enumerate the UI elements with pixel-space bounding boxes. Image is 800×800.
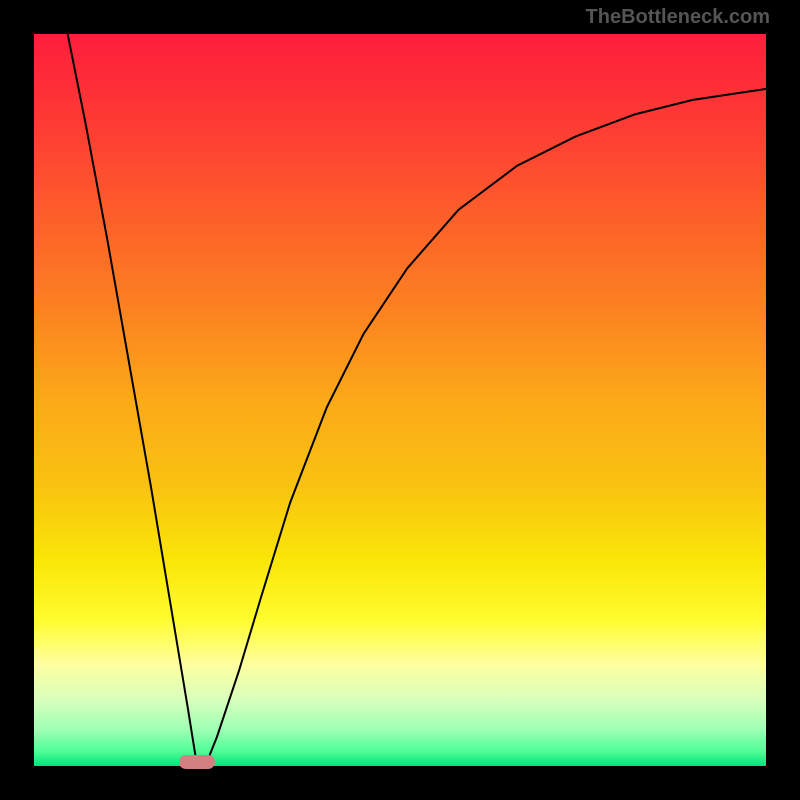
curve-layer: [34, 34, 766, 766]
optimum-marker: [179, 755, 215, 769]
watermark-text: TheBottleneck.com: [586, 6, 770, 29]
chart-container: TheBottleneck.com: [0, 0, 800, 800]
bottleneck-curve: [68, 34, 766, 762]
plot-area: [34, 34, 766, 766]
